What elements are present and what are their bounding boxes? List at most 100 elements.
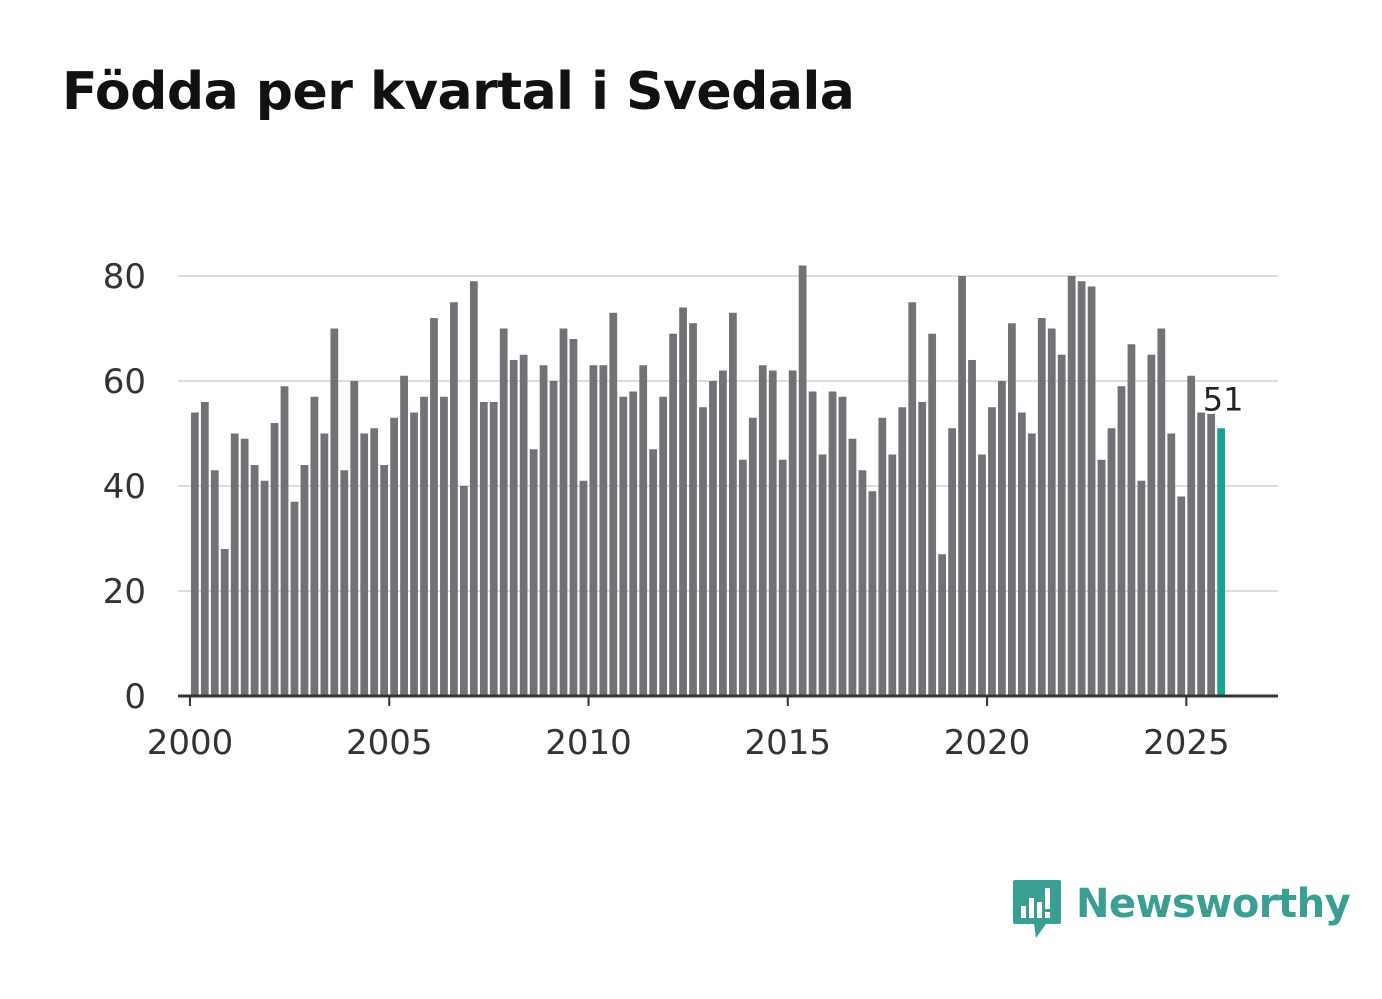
bar (679, 307, 687, 696)
bar (978, 454, 986, 696)
bar (958, 276, 966, 696)
bar (469, 281, 478, 696)
bar (250, 465, 259, 696)
y-tick-label: 80 (103, 257, 146, 297)
bar (1067, 276, 1076, 696)
bar (619, 396, 628, 696)
bar (689, 323, 697, 696)
bar (918, 402, 927, 696)
newsworthy-logo: Newsworthy (1012, 878, 1351, 940)
bar (290, 501, 299, 696)
x-tick-label: 2000 (147, 723, 234, 763)
bar (410, 412, 418, 696)
bar (1057, 354, 1066, 696)
bar (669, 333, 677, 696)
x-tick-label: 2015 (745, 723, 832, 763)
bar (579, 480, 588, 696)
bar (340, 470, 349, 696)
bar (1147, 354, 1156, 696)
bar (988, 407, 996, 696)
bar (459, 486, 468, 696)
bar (609, 312, 618, 696)
bar (649, 449, 658, 696)
x-tick-label: 2010 (545, 723, 632, 763)
x-tick-label: 2025 (1143, 723, 1230, 763)
x-tick-label: 2005 (346, 723, 433, 763)
bar (569, 339, 578, 696)
bar (330, 328, 339, 696)
bar (719, 370, 727, 696)
bar (509, 360, 518, 696)
bar (440, 396, 448, 696)
bar (908, 302, 917, 696)
bar (559, 328, 568, 696)
bar (1037, 318, 1046, 696)
brand-name: Newsworthy (1076, 881, 1351, 927)
bar (1047, 328, 1056, 696)
bar (1107, 428, 1116, 696)
bar-highlight (1217, 428, 1225, 696)
bar (639, 365, 648, 696)
bar (390, 417, 399, 696)
bar (589, 365, 598, 696)
bar (868, 491, 877, 696)
y-tick-label: 20 (103, 572, 146, 612)
bar (928, 333, 937, 696)
bar (1187, 375, 1196, 696)
bar (968, 360, 976, 696)
bar (878, 417, 887, 696)
bar (1097, 459, 1106, 696)
x-tick-label: 2020 (944, 723, 1031, 763)
bar (998, 381, 1006, 696)
bar (1167, 433, 1176, 696)
bar (599, 365, 608, 696)
bar (629, 391, 638, 696)
bar (888, 454, 897, 696)
bar (1017, 412, 1026, 696)
bar (798, 265, 807, 696)
bar (539, 365, 548, 696)
bar (400, 375, 408, 696)
bar (818, 454, 827, 696)
labels: 0 20 40 60 80 51 2000 2005 2010 2015 2020 2025 (103, 257, 1247, 763)
bar (549, 381, 558, 696)
bar (479, 402, 488, 696)
bars (190, 265, 1225, 696)
bar (1027, 433, 1036, 696)
bar (370, 428, 379, 696)
y-tick-label: 0 (124, 677, 146, 717)
bar (1117, 386, 1126, 696)
bar (430, 318, 438, 696)
bar (848, 438, 857, 696)
bar (1077, 281, 1086, 696)
bar (380, 465, 389, 696)
bar (260, 480, 269, 696)
bar (838, 396, 847, 696)
bar (360, 433, 369, 696)
bar (898, 407, 907, 696)
bar (200, 402, 209, 696)
bar (788, 370, 797, 696)
bar (310, 396, 319, 696)
bar (1157, 328, 1166, 696)
bar (1007, 323, 1016, 696)
y-tick-label: 40 (103, 467, 146, 507)
bar (778, 459, 787, 696)
bar (858, 470, 867, 696)
bar (808, 391, 817, 696)
bar (938, 554, 947, 696)
bar (729, 312, 737, 696)
bar (828, 391, 837, 696)
bar (709, 381, 717, 696)
bar (699, 407, 707, 696)
axes (178, 694, 1278, 706)
bar (1137, 480, 1146, 696)
bar (280, 386, 289, 696)
bar (1127, 344, 1136, 696)
bar (210, 470, 219, 696)
bar (190, 412, 199, 696)
bar (1177, 496, 1186, 696)
bar (420, 396, 428, 696)
bar (240, 438, 249, 696)
